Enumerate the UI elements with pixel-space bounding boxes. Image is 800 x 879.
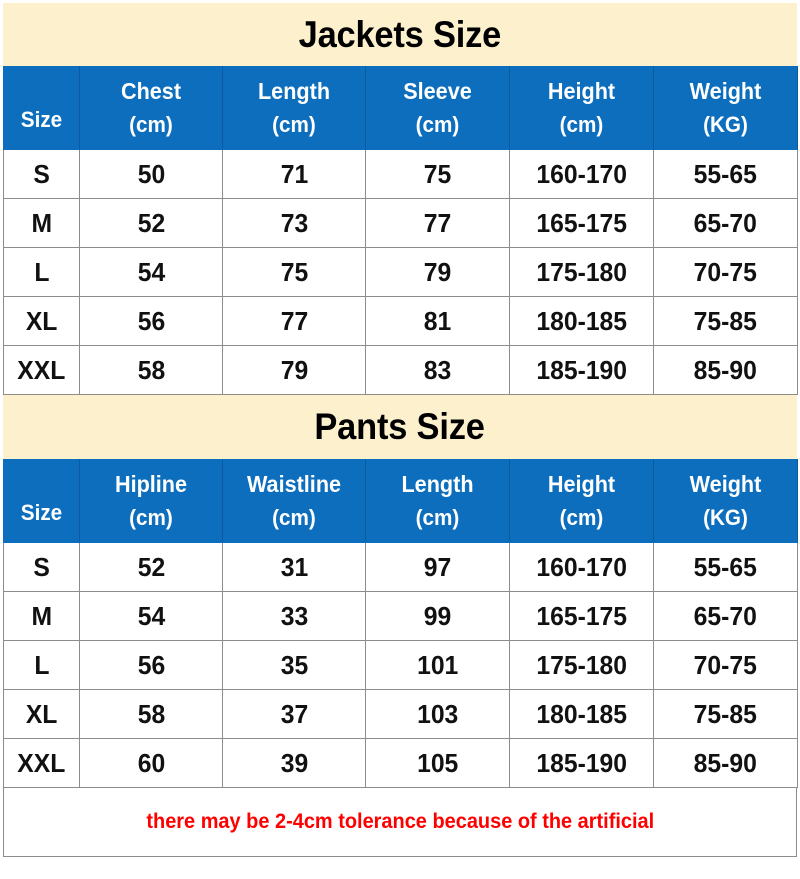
cell-size: XL [3,296,80,346]
cell-length: 97 [365,542,510,592]
cell-sleeve: 79 [365,247,510,297]
cell-height: 180-185 [509,296,654,346]
column-header-size: Size [3,66,80,150]
jackets-title-band: Jackets Size [3,3,797,66]
cell-hipline: 58 [79,689,223,739]
cell-length: 103 [365,689,510,739]
column-header-weight: Weight (KG) [653,459,798,543]
cell-height: 175-180 [509,640,654,690]
cell-height: 185-190 [509,738,654,788]
table-row: M 54 33 99 165-175 65-70 [3,591,798,641]
cell-size: XXL [3,738,80,788]
cell-weight: 55-65 [653,149,798,199]
cell-length: 101 [365,640,510,690]
tolerance-note-band: there may be 2-4cm tolerance because of … [3,788,797,857]
cell-size: M [3,591,80,641]
cell-size: XXL [3,345,80,395]
table-row: XL 58 37 103 180-185 75-85 [3,689,798,739]
cell-length: 79 [222,345,366,395]
column-header-height: Height (cm) [509,66,654,150]
cell-length: 73 [222,198,366,248]
jackets-title: Jackets Size [298,13,502,55]
cell-length: 71 [222,149,366,199]
cell-chest: 50 [79,149,223,199]
cell-length: 99 [365,591,510,641]
pants-title-band: Pants Size [3,395,797,459]
tolerance-note: there may be 2-4cm tolerance because of … [146,810,654,833]
cell-length: 75 [222,247,366,297]
cell-height: 180-185 [509,689,654,739]
cell-height: 165-175 [509,591,654,641]
cell-waistline: 35 [222,640,366,690]
cell-size: M [3,198,80,248]
table-row: XL 56 77 81 180-185 75-85 [3,296,798,346]
jackets-table-body: S 50 71 75 160-170 55-65 M 52 73 77 165-… [3,149,798,395]
cell-chest: 58 [79,345,223,395]
table-row: XXL 58 79 83 185-190 85-90 [3,345,798,395]
cell-weight: 70-75 [653,640,798,690]
cell-size: S [3,149,80,199]
cell-chest: 56 [79,296,223,346]
cell-sleeve: 83 [365,345,510,395]
header-row: Size Hipline (cm) Waistline (cm) Length … [3,459,798,543]
column-header-hipline: Hipline (cm) [79,459,223,543]
table-row: L 56 35 101 175-180 70-75 [3,640,798,690]
cell-waistline: 39 [222,738,366,788]
pants-title: Pants Size [314,406,486,447]
cell-weight: 75-85 [653,689,798,739]
cell-size: L [3,247,80,297]
cell-sleeve: 81 [365,296,510,346]
cell-weight: 65-70 [653,591,798,641]
column-header-length: Length (cm) [365,459,510,543]
column-header-chest: Chest (cm) [79,66,223,150]
cell-length: 77 [222,296,366,346]
column-header-weight: Weight (KG) [653,66,798,150]
cell-weight: 85-90 [653,345,798,395]
cell-height: 165-175 [509,198,654,248]
cell-hipline: 54 [79,591,223,641]
cell-waistline: 33 [222,591,366,641]
pants-table-header: Size Hipline (cm) Waistline (cm) Length … [3,459,798,543]
cell-hipline: 60 [79,738,223,788]
jackets-table-header: Size Chest (cm) Length (cm) Sleeve (cm) [3,66,798,150]
cell-height: 160-170 [509,149,654,199]
pants-size-table: Size Hipline (cm) Waistline (cm) Length … [3,459,798,788]
cell-waistline: 31 [222,542,366,592]
cell-weight: 65-70 [653,198,798,248]
cell-weight: 75-85 [653,296,798,346]
pants-table-body: S 52 31 97 160-170 55-65 M 54 33 99 165-… [3,542,798,788]
column-header-waistline: Waistline (cm) [222,459,366,543]
table-row: XXL 60 39 105 185-190 85-90 [3,738,798,788]
cell-hipline: 56 [79,640,223,690]
cell-hipline: 52 [79,542,223,592]
column-header-length: Length (cm) [222,66,366,150]
pants-size-section: Pants Size Size Hipline (cm) Waistline [3,395,798,788]
cell-sleeve: 77 [365,198,510,248]
table-row: S 50 71 75 160-170 55-65 [3,149,798,199]
column-header-size: Size [3,459,80,543]
header-row: Size Chest (cm) Length (cm) Sleeve (cm) [3,66,798,150]
table-row: M 52 73 77 165-175 65-70 [3,198,798,248]
table-row: L 54 75 79 175-180 70-75 [3,247,798,297]
table-row: S 52 31 97 160-170 55-65 [3,542,798,592]
cell-chest: 52 [79,198,223,248]
jackets-size-section: Jackets Size Size Chest (cm) Length [3,3,798,395]
cell-chest: 54 [79,247,223,297]
cell-sleeve: 75 [365,149,510,199]
cell-weight: 55-65 [653,542,798,592]
cell-height: 175-180 [509,247,654,297]
cell-waistline: 37 [222,689,366,739]
cell-height: 185-190 [509,345,654,395]
jackets-size-table: Size Chest (cm) Length (cm) Sleeve (cm) [3,66,798,395]
cell-height: 160-170 [509,542,654,592]
cell-length: 105 [365,738,510,788]
column-header-height: Height (cm) [509,459,654,543]
cell-size: L [3,640,80,690]
cell-size: S [3,542,80,592]
cell-size: XL [3,689,80,739]
cell-weight: 70-75 [653,247,798,297]
cell-weight: 85-90 [653,738,798,788]
column-header-sleeve: Sleeve (cm) [365,66,510,150]
